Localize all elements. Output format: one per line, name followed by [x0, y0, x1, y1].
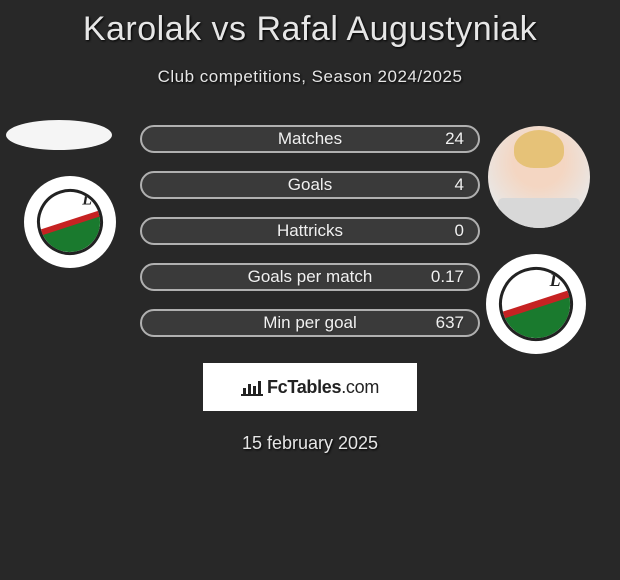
stat-label: Min per goal [263, 313, 357, 333]
stat-row: Hattricks 0 [140, 217, 480, 245]
stat-label: Hattricks [277, 221, 343, 241]
subtitle: Club competitions, Season 2024/2025 [0, 67, 620, 87]
stat-value-right: 24 [445, 129, 464, 149]
stat-rows: Matches 24 Goals 4 Hattricks 0 Goals per… [140, 125, 480, 337]
brand-text: FcTables.com [267, 377, 379, 398]
stat-label: Matches [278, 129, 342, 149]
brand-suffix: .com [341, 377, 379, 397]
brand-name: FcTables [267, 377, 341, 397]
brand-box: FcTables.com [203, 363, 417, 411]
stat-row: Matches 24 [140, 125, 480, 153]
stat-label: Goals [288, 175, 332, 195]
stat-value-right: 0 [455, 221, 464, 241]
stat-label: Goals per match [248, 267, 373, 287]
comparison-card: Karolak vs Rafal Augustyniak Club compet… [0, 0, 620, 454]
stat-row: Goals 4 [140, 171, 480, 199]
stats-area: Matches 24 Goals 4 Hattricks 0 Goals per… [0, 125, 620, 355]
stat-row: Goals per match 0.17 [140, 263, 480, 291]
page-title: Karolak vs Rafal Augustyniak [0, 0, 620, 49]
stat-value-right: 0.17 [431, 267, 464, 287]
stat-value-right: 637 [436, 313, 464, 333]
date-line: 15 february 2025 [0, 433, 620, 454]
bar-chart-icon [241, 378, 263, 396]
stat-row: Min per goal 637 [140, 309, 480, 337]
stat-value-right: 4 [455, 175, 464, 195]
